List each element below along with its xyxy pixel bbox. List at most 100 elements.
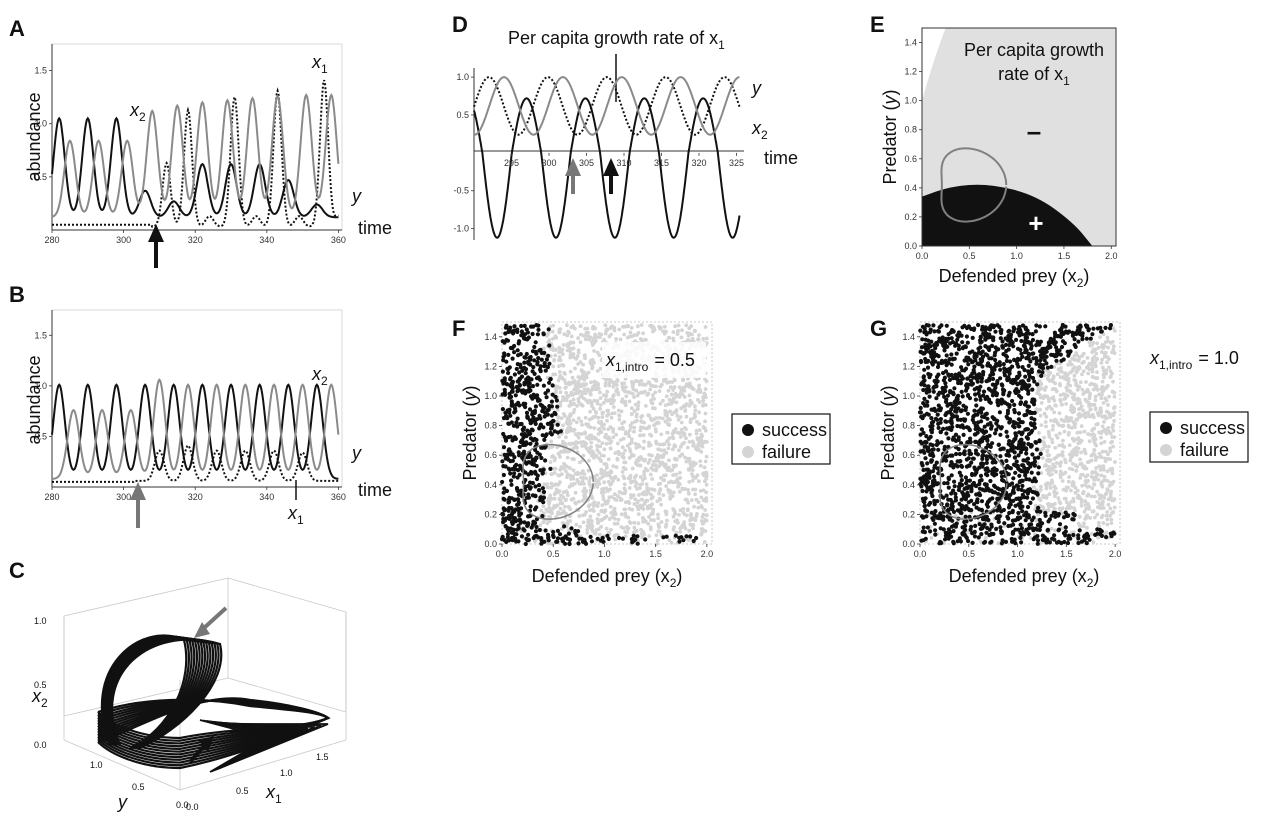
f-failure-point <box>568 507 573 512</box>
f-failure-point <box>697 383 701 388</box>
g-success-point <box>984 514 990 519</box>
f-failure-point <box>676 417 681 422</box>
g-failure-point <box>1102 420 1106 424</box>
f-success-point <box>525 414 530 419</box>
f-success-point <box>530 331 535 337</box>
g-success-point <box>981 369 986 375</box>
g-success-point <box>973 439 978 444</box>
f-failure-point <box>628 449 633 454</box>
f-failure-point <box>594 503 599 508</box>
f-failure-point <box>571 418 576 422</box>
f-failure-point <box>648 387 653 392</box>
panel-b-y-tick-label: 0.5 <box>34 431 47 441</box>
g-success-point <box>934 515 940 520</box>
f-success-point <box>519 506 524 511</box>
panel-a-x-ticks: 280 300 320 340 360 <box>44 230 346 245</box>
g-failure-point <box>1050 378 1054 382</box>
f-failure-point <box>649 496 654 501</box>
f-failure-point <box>678 470 682 475</box>
g-failure-point <box>1073 508 1077 513</box>
g-success-point <box>923 508 928 513</box>
g-success-point <box>970 540 975 546</box>
f-failure-point <box>564 511 568 516</box>
f-failure-point <box>645 468 650 473</box>
f-failure-point <box>641 382 646 387</box>
f-failure-point <box>558 506 563 511</box>
g-failure-point <box>1101 386 1106 391</box>
f-failure-point <box>590 453 594 458</box>
g-success-point <box>963 405 969 410</box>
f-success-point <box>501 472 506 478</box>
f-success-point <box>547 380 552 385</box>
g-failure-point <box>1070 425 1074 430</box>
g-success-point <box>1019 338 1024 344</box>
g-success-point <box>1028 500 1033 505</box>
f-failure-point <box>662 478 667 482</box>
f-failure-point <box>641 530 645 534</box>
g-success-point <box>925 479 931 485</box>
g-success-point <box>1007 453 1012 458</box>
f-failure-point <box>642 420 646 425</box>
f-failure-point <box>634 414 639 419</box>
g-success-point <box>1007 328 1012 333</box>
f-success-point <box>554 398 560 403</box>
f-failure-point <box>623 448 627 453</box>
panel-b-letter: B <box>9 282 25 307</box>
f-success-point <box>530 384 536 389</box>
f-failure-point <box>646 413 651 418</box>
f-success-point <box>516 539 521 544</box>
f-failure-point <box>596 512 601 517</box>
f-failure-point <box>634 388 639 393</box>
f-failure-point <box>571 355 576 360</box>
panel-b-x-tick-label: 340 <box>259 492 274 502</box>
f-failure-point <box>685 382 689 386</box>
g-failure-point <box>1071 496 1076 501</box>
g-failure-point <box>1088 382 1093 387</box>
f-failure-point <box>621 455 626 460</box>
panel-a-label-x2: x2 <box>129 100 146 124</box>
f-failure-point <box>559 416 564 421</box>
g-failure-point <box>1083 415 1088 420</box>
g-success-point <box>1097 527 1103 533</box>
g-success-point <box>1006 472 1011 477</box>
g-failure-point <box>1052 410 1056 415</box>
g-success-point <box>993 431 998 436</box>
f-failure-point <box>550 455 554 459</box>
g-failure-point <box>1095 512 1100 517</box>
f-failure-point <box>657 389 662 393</box>
g-failure-point <box>1046 396 1051 401</box>
panel-f-x-tick-label: 1.5 <box>649 549 662 559</box>
f-failure-point <box>623 534 628 539</box>
g-success-point <box>949 336 954 341</box>
f-failure-point <box>629 479 633 484</box>
g-success-point <box>979 532 984 537</box>
f-failure-point <box>613 474 618 479</box>
f-failure-point <box>627 456 632 460</box>
g-failure-point <box>1093 515 1097 520</box>
g-failure-point <box>1044 385 1048 390</box>
f-failure-point <box>564 390 568 395</box>
panel-f-y-tick-label: 1.0 <box>484 391 497 401</box>
g-success-point <box>983 336 988 341</box>
f-failure-point <box>608 425 613 429</box>
f-failure-point <box>568 399 573 404</box>
g-failure-point <box>1090 374 1095 379</box>
g-success-point <box>944 353 949 358</box>
g-failure-point <box>1087 361 1092 366</box>
g-success-point <box>999 509 1004 514</box>
f-failure-point <box>689 498 694 502</box>
g-failure-point <box>1079 503 1084 508</box>
f-failure-point <box>627 428 632 433</box>
g-success-point <box>1017 473 1022 478</box>
g-failure-point <box>1051 424 1055 428</box>
g-failure-point <box>1094 351 1099 356</box>
f-failure-point <box>557 330 562 335</box>
f-success-point <box>553 411 558 417</box>
f-success-point <box>547 404 552 409</box>
g-success-point <box>1003 342 1009 347</box>
f-failure-point <box>638 503 643 508</box>
g-failure-point <box>1049 526 1054 531</box>
g-failure-point <box>1058 461 1062 466</box>
f-success-point <box>523 487 528 493</box>
f-failure-point <box>684 323 689 328</box>
